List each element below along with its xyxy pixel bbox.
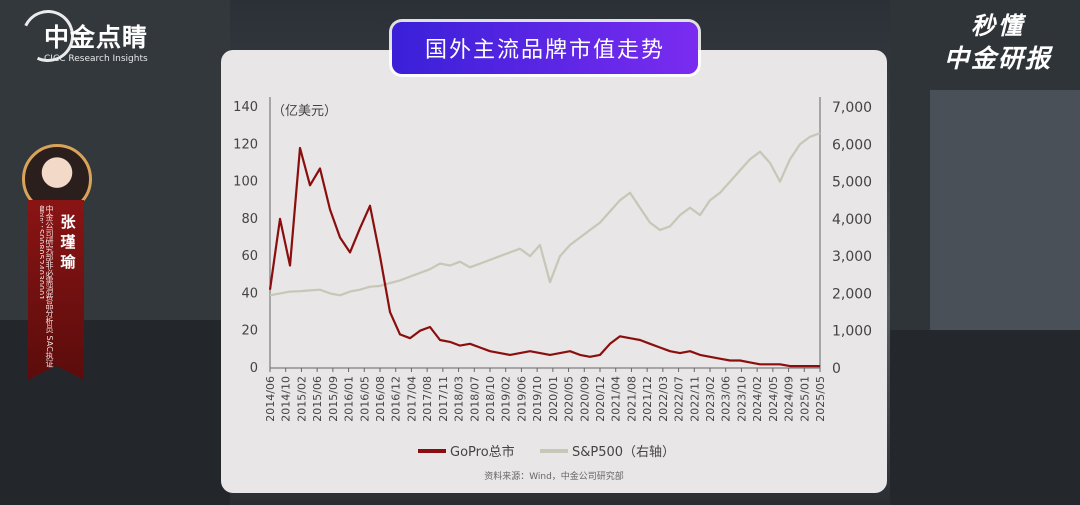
brand-line1: 秒懂 [970,12,1025,40]
y-right-tick-label: 3,000 [832,249,872,265]
y-right-tick-label: 5,000 [832,175,872,191]
presenter-ribbon [28,200,84,380]
x-tick-label: 2022/03 [657,376,670,422]
x-tick-label: 2014/06 [264,376,277,422]
x-tick-label: 2015/06 [311,376,324,422]
y-left-tick-label: 140 [233,100,258,115]
legend: GoPro总市 S&P500（右轴） [418,444,675,460]
x-tick-label: 2023/10 [735,376,748,422]
brand-logo-right: 秒懂 中金研报 [944,6,1052,75]
y-axis-left-ticks: 0 20 40 60 80 100 120 140 [233,97,271,376]
x-tick-label: 2023/02 [704,376,717,422]
y-left-tick-label: 100 [233,175,258,190]
x-tick-label: 2019/10 [531,376,544,422]
series-lines [268,132,821,368]
source-note: 资料来源：Wind，中金公司研究部 [484,470,624,482]
x-tick-label: 2018/07 [468,376,481,422]
x-tick-label: 2017/11 [437,376,450,422]
x-tick-label: 2025/01 [798,376,811,422]
x-tick-label: 2022/11 [688,376,701,422]
chart-title: 国外主流品牌市值走势 [392,22,698,74]
x-tick-label: 2020/12 [594,376,607,422]
x-tick-label: 2018/10 [484,376,497,422]
y-right-tick-label: 6,000 [832,137,872,153]
x-tick-label: 2016/08 [374,376,387,422]
presenter-certification: 中金公司研究部非必需消费品分析员 SAC执证编号：S0080524030001 [40,205,54,368]
x-tick-label: 2018/03 [453,376,466,422]
x-tick-label: 2017/08 [421,376,434,422]
y-axis-right-ticks: 0 1,000 2,000 3,000 4,000 5,000 6,000 7,000 [819,97,872,377]
y-right-tick-label: 1,000 [832,324,872,340]
x-tick-label: 2019/06 [515,376,528,422]
x-tick-label: 2024/02 [751,376,764,422]
x-tick-label: 2024/09 [783,376,796,422]
x-tick-label: 2022/07 [673,376,686,422]
x-tick-label: 2015/09 [327,376,340,422]
y-right-tick-label: 0 [832,361,841,377]
x-axis-ticks: 2014/06 2014/10 2015/02 2015/06 2015/09 2016/… [264,367,827,422]
y-right-tick-label: 7,000 [832,100,872,116]
x-tick-label: 2015/02 [295,376,308,422]
y-left-tick-label: 120 [233,137,258,152]
y-left-tick-label: 0 [250,361,258,376]
y-left-tick-label: 80 [241,212,258,227]
x-tick-label: 2025/05 [814,376,827,422]
x-tick-label: 2016/12 [390,376,403,422]
logo-subtitle: CICC Research Insights [44,54,148,64]
x-tick-label: 2020/09 [578,376,591,422]
series-line-gopro [268,146,820,368]
x-tick-label: 2019/02 [500,376,513,422]
x-tick-label: 2021/12 [641,376,654,422]
x-tick-label: 2021/08 [625,376,638,422]
y-left-tick-label: 40 [241,286,258,301]
legend-gopro-label: GoPro总市 [450,444,515,460]
y-right-tick-label: 2,000 [832,286,872,302]
x-tick-label: 2016/05 [358,376,371,422]
presenter-name: 张瑾瑜 [60,213,76,271]
x-tick-label: 2020/05 [563,376,576,422]
x-tick-label: 2014/10 [280,376,293,422]
y-left-tick-label: 20 [241,324,258,339]
x-tick-label: 2016/01 [343,376,356,422]
series-line-sp500 [269,132,821,297]
x-tick-label: 2024/05 [767,376,780,422]
x-tick-label: 2020/01 [547,376,560,422]
logo-title: 中金点睛 [44,23,149,52]
y-unit-label: （亿美元） [272,104,337,119]
y-left-tick-label: 60 [241,249,258,264]
x-tick-label: 2021/04 [610,376,623,422]
x-tick-label: 2023/06 [720,376,733,422]
legend-sp500-label: S&P500（右轴） [572,445,675,460]
y-right-tick-label: 4,000 [832,212,872,228]
brand-line2: 中金研报 [943,44,1052,73]
x-tick-label: 2017/04 [405,376,418,422]
